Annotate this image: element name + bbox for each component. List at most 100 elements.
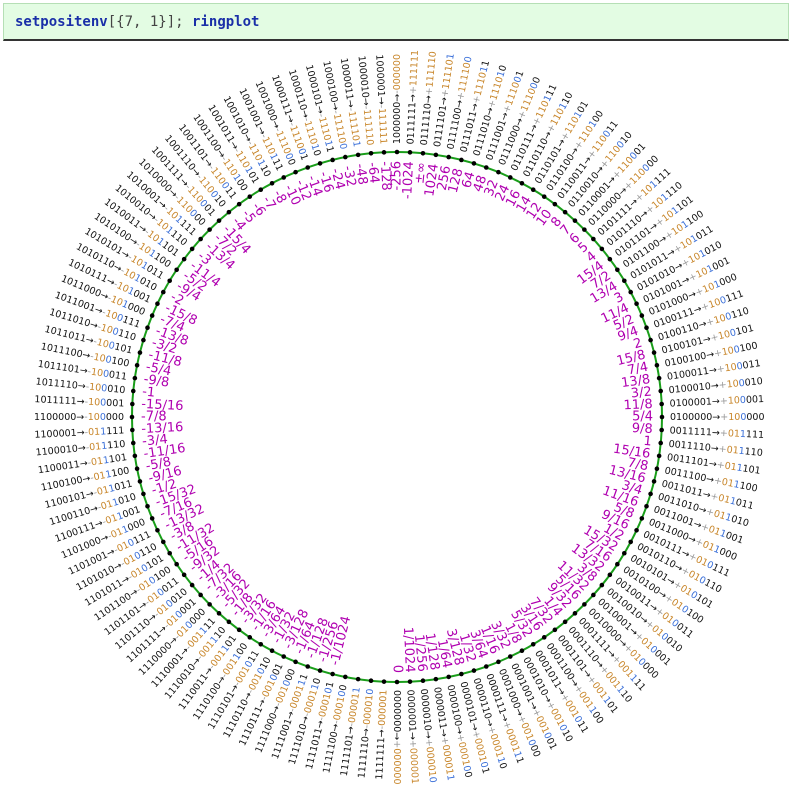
ring-point — [130, 440, 136, 446]
value-label: 13/8 — [620, 372, 651, 391]
ring-point — [355, 676, 361, 682]
ring-point — [433, 152, 439, 158]
statement-separator: ; — [175, 14, 184, 30]
ring-point — [394, 149, 400, 155]
input-cell[interactable]: setpositenv[{7, 1}]; ringplot — [3, 3, 789, 41]
value-label: -15/16 — [141, 397, 184, 414]
bit-pattern-label: 1000010→-111110 — [356, 55, 376, 146]
ring-point — [530, 187, 536, 192]
bit-pattern-label: 0000001→+000001 — [405, 689, 421, 784]
ring-point — [189, 246, 195, 252]
ring-points — [129, 149, 665, 685]
ring-point — [368, 150, 374, 156]
value-label: 128 — [446, 167, 467, 195]
ring-point — [541, 635, 547, 640]
ring-point — [420, 150, 426, 156]
value-label: ±∞ — [412, 161, 429, 184]
ring-point — [155, 301, 160, 307]
ring-point — [132, 453, 138, 459]
ring-point — [615, 267, 620, 273]
ring-point — [659, 427, 664, 433]
ring-point — [552, 201, 558, 207]
ring-point — [207, 227, 212, 232]
ring-point — [639, 516, 645, 521]
bit-pattern-label: 0011110→+011110 — [668, 438, 763, 458]
bit-pattern-label: 0111110→+111110 — [418, 51, 438, 146]
ring-point — [508, 175, 513, 180]
value-label: 14 — [514, 194, 535, 216]
bit-pattern-label: 0100010→+100010 — [668, 376, 763, 396]
value-label: 11/8 — [623, 397, 653, 413]
ring-point — [355, 152, 361, 158]
value-label: -3/4 — [141, 432, 168, 449]
ring-point — [599, 246, 605, 252]
ring-point — [659, 401, 664, 407]
ring-point — [622, 550, 627, 556]
value-label: -16 — [316, 170, 337, 195]
ring-point — [269, 648, 275, 654]
ring-point — [607, 572, 613, 578]
ring-point — [459, 157, 464, 163]
value-label: -1 — [141, 384, 155, 400]
value-label: 5/2 — [611, 312, 636, 334]
ring-point — [582, 227, 587, 232]
ring-point — [317, 668, 323, 673]
ring-point — [343, 674, 348, 680]
value-label: 5/4 — [632, 410, 653, 425]
ring-point — [160, 289, 166, 295]
ring-point — [141, 337, 146, 343]
ring-point — [236, 627, 242, 633]
ring-point — [496, 659, 501, 665]
value-label: -24 — [328, 167, 348, 191]
ring-point — [394, 679, 400, 685]
ring-point — [305, 165, 311, 170]
ring-point — [648, 491, 653, 497]
ring-point — [599, 582, 605, 588]
ring-point — [198, 592, 203, 598]
ring-point — [628, 289, 634, 295]
ring-point — [582, 602, 587, 607]
value-label: -128 — [377, 161, 393, 191]
ring-point — [639, 313, 645, 318]
ring-point — [407, 679, 413, 684]
ring-point — [137, 350, 143, 355]
ring-point — [141, 491, 146, 497]
ring-point — [483, 664, 489, 669]
value-label: -3/2 — [150, 336, 179, 358]
ring-point — [281, 654, 287, 659]
value-label: 24 — [493, 182, 514, 203]
ring-point — [317, 161, 323, 166]
bit-pattern-label: 1100010→-011110 — [35, 438, 126, 458]
value-label: -11/16 — [143, 441, 187, 462]
bit-pattern-label: 1000001→-111111 — [374, 54, 389, 144]
bit-pattern-label: 1100001→-011111 — [34, 425, 124, 440]
ring-point — [407, 150, 413, 155]
ring-point — [651, 350, 657, 355]
ring-point — [216, 611, 222, 616]
value-label: 5/8 — [611, 500, 636, 522]
value-label: -8 — [270, 188, 289, 207]
bit-pattern-label: 0000000→+000000 — [392, 690, 403, 785]
ring-point — [305, 664, 311, 669]
ring-point — [149, 313, 155, 318]
value-label: -32 — [340, 164, 359, 188]
ring-point — [226, 619, 232, 625]
posit-ring — [131, 151, 663, 683]
ring-point — [207, 602, 212, 607]
ring-point — [634, 301, 639, 307]
value-label: -48 — [352, 163, 370, 186]
ring-point — [130, 388, 136, 394]
ring-point — [181, 572, 187, 578]
value-label: 1/1024 — [400, 627, 417, 673]
bit-pattern-label: 0100000→+100000 — [670, 412, 765, 423]
value-label: 32 — [482, 178, 502, 199]
value-label: 1/64 — [434, 638, 454, 670]
value-label: -14 — [304, 173, 325, 198]
value-label: 15/16 — [612, 442, 651, 462]
bit-pattern-label: 0111111→+111111 — [405, 50, 421, 145]
value-label: 3/2 — [630, 384, 652, 401]
value-label: 9/8 — [631, 421, 653, 437]
ring-point — [226, 209, 232, 215]
bit-pattern-label: 1111110→-000010 — [356, 688, 376, 779]
